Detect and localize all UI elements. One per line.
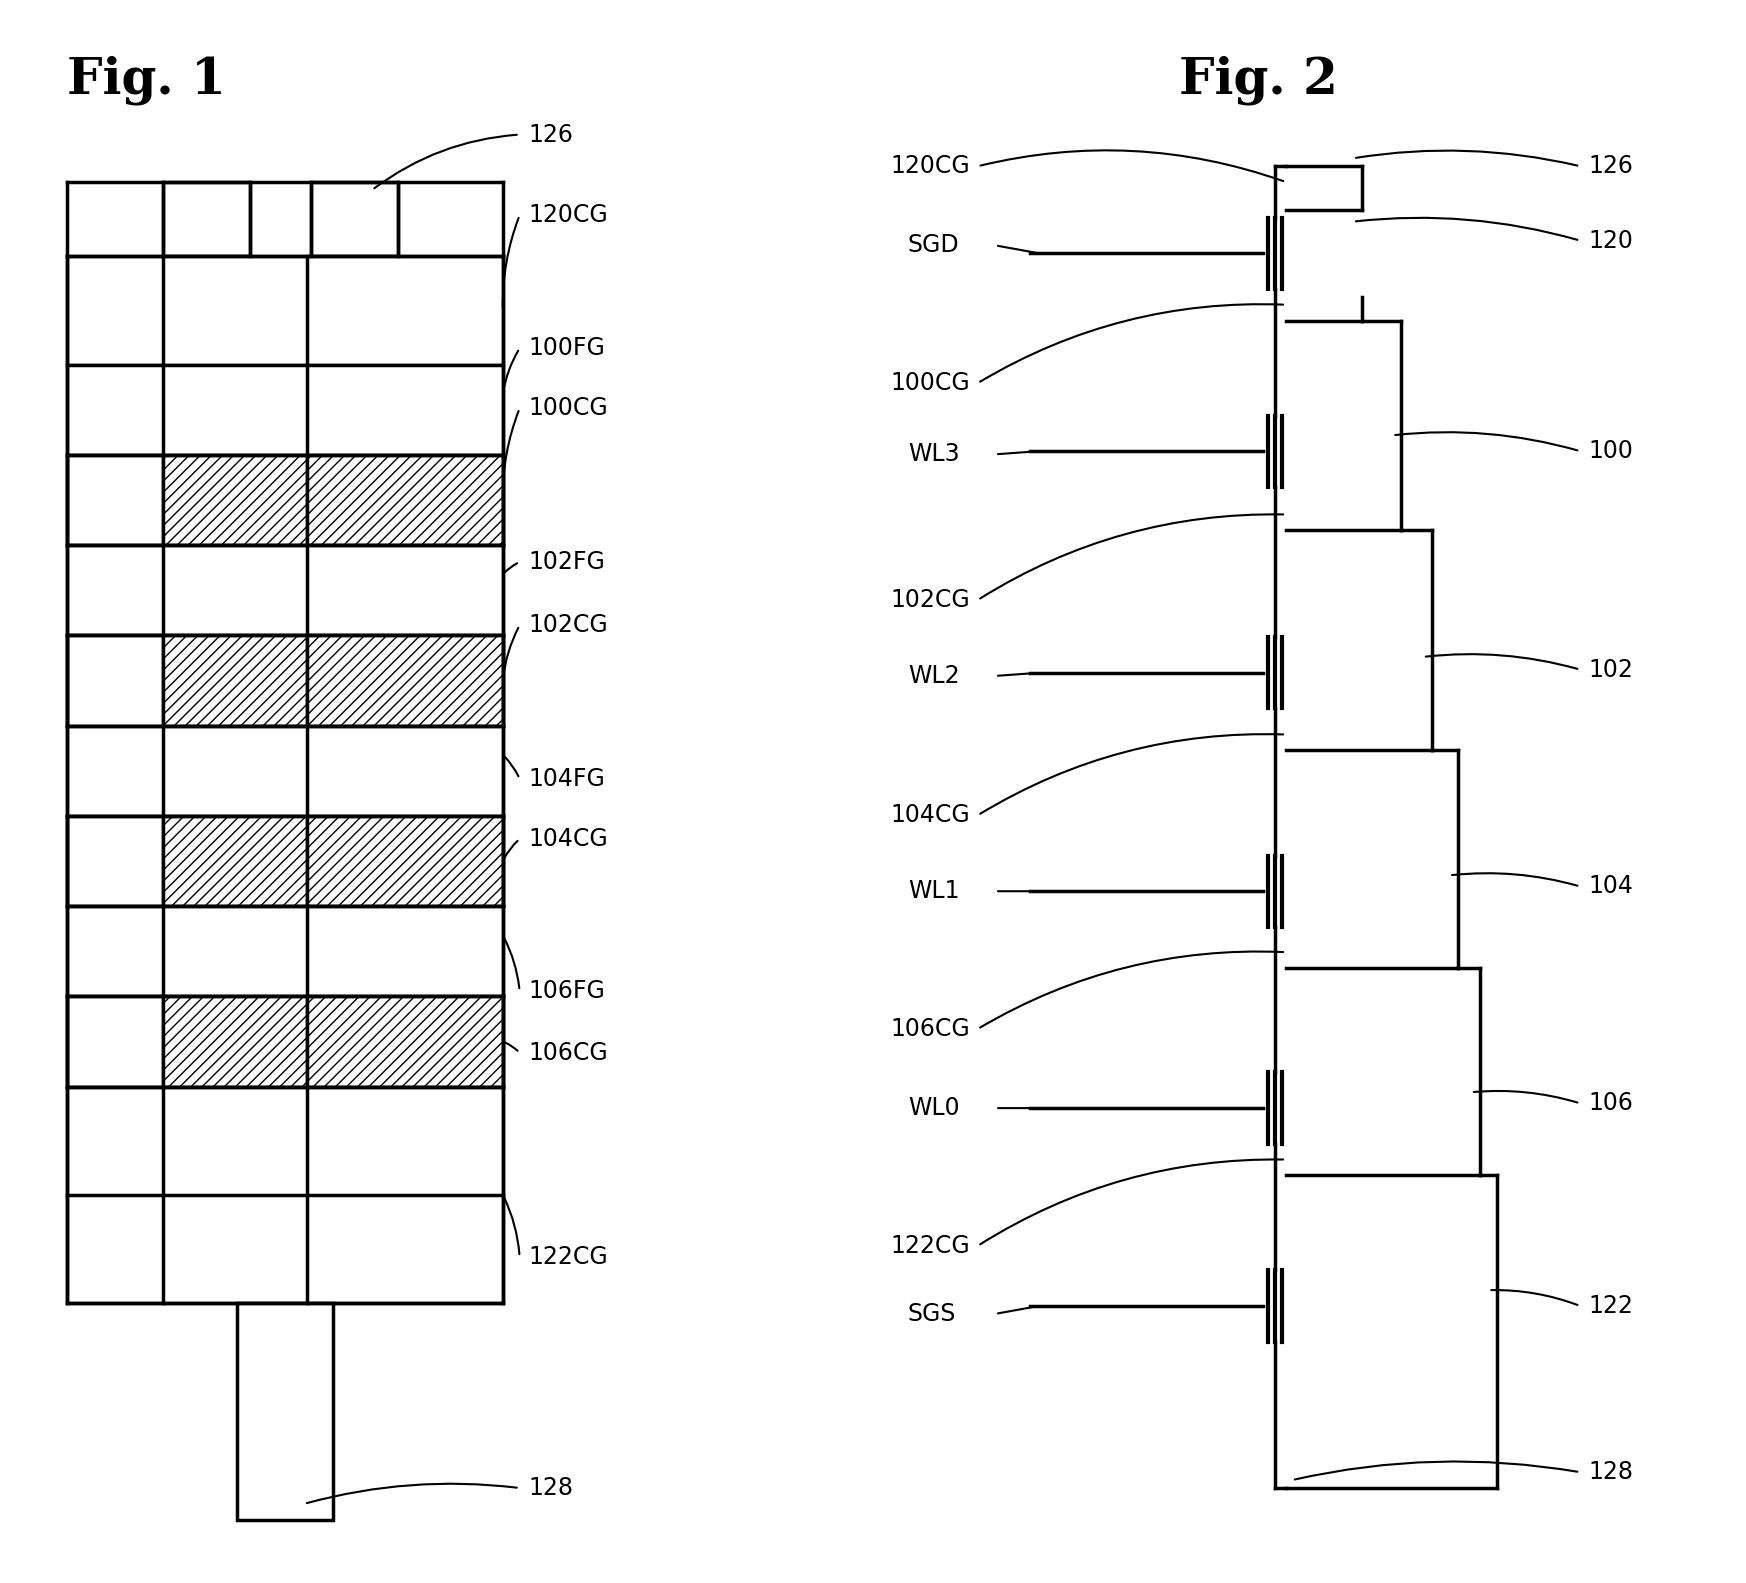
Text: 128: 128 [1589,1460,1634,1485]
Text: 100: 100 [1589,438,1634,464]
Text: WL2: WL2 [908,663,960,689]
Bar [307,815,503,905]
Text: 106: 106 [1589,1091,1634,1116]
Text: Fig. 1: Fig. 1 [66,55,225,104]
Text: 126: 126 [527,122,573,147]
Text: 104FG: 104FG [527,766,604,792]
Text: WL0: WL0 [908,1095,960,1121]
Bar [66,256,503,364]
Bar [307,996,503,1086]
Text: 102FG: 102FG [527,549,604,575]
Text: 120: 120 [1589,228,1634,253]
Bar [311,182,398,256]
Bar [66,454,162,545]
Text: WL3: WL3 [908,442,960,467]
Bar [66,996,162,1086]
Bar [66,364,503,454]
Text: 128: 128 [527,1475,573,1501]
Bar [66,1086,503,1303]
Text: 100CG: 100CG [527,396,608,421]
Text: 122: 122 [1589,1293,1634,1319]
Bar [162,815,307,905]
Text: Fig. 2: Fig. 2 [1179,55,1337,104]
Text: 102CG: 102CG [527,613,608,638]
Bar [307,635,503,725]
Text: 122CG: 122CG [527,1244,608,1270]
Bar [66,725,503,815]
Text: 120CG: 120CG [527,203,608,228]
Text: 104CG: 104CG [890,803,971,828]
Text: 106CG: 106CG [890,1016,971,1042]
Text: 100FG: 100FG [527,336,604,361]
Text: SGD: SGD [908,233,960,258]
Text: WL1: WL1 [908,879,959,904]
Bar [66,905,503,996]
Text: 120CG: 120CG [890,154,971,179]
Text: 104: 104 [1589,874,1634,899]
Bar [162,454,307,545]
Bar [162,996,307,1086]
Bar [66,815,162,905]
Text: SGS: SGS [908,1301,957,1327]
Text: 102CG: 102CG [890,587,971,613]
Bar [307,454,503,545]
Bar [237,1303,333,1520]
Text: 102: 102 [1589,657,1634,682]
Text: 106FG: 106FG [527,978,604,1004]
Text: 106CG: 106CG [527,1040,608,1065]
Text: 100CG: 100CG [890,370,971,396]
Bar [162,635,307,725]
Bar [162,182,250,256]
Text: 126: 126 [1589,154,1634,179]
Bar [66,545,503,635]
Text: 122CG: 122CG [890,1233,971,1258]
Text: 104CG: 104CG [527,826,608,852]
Bar [66,635,162,725]
